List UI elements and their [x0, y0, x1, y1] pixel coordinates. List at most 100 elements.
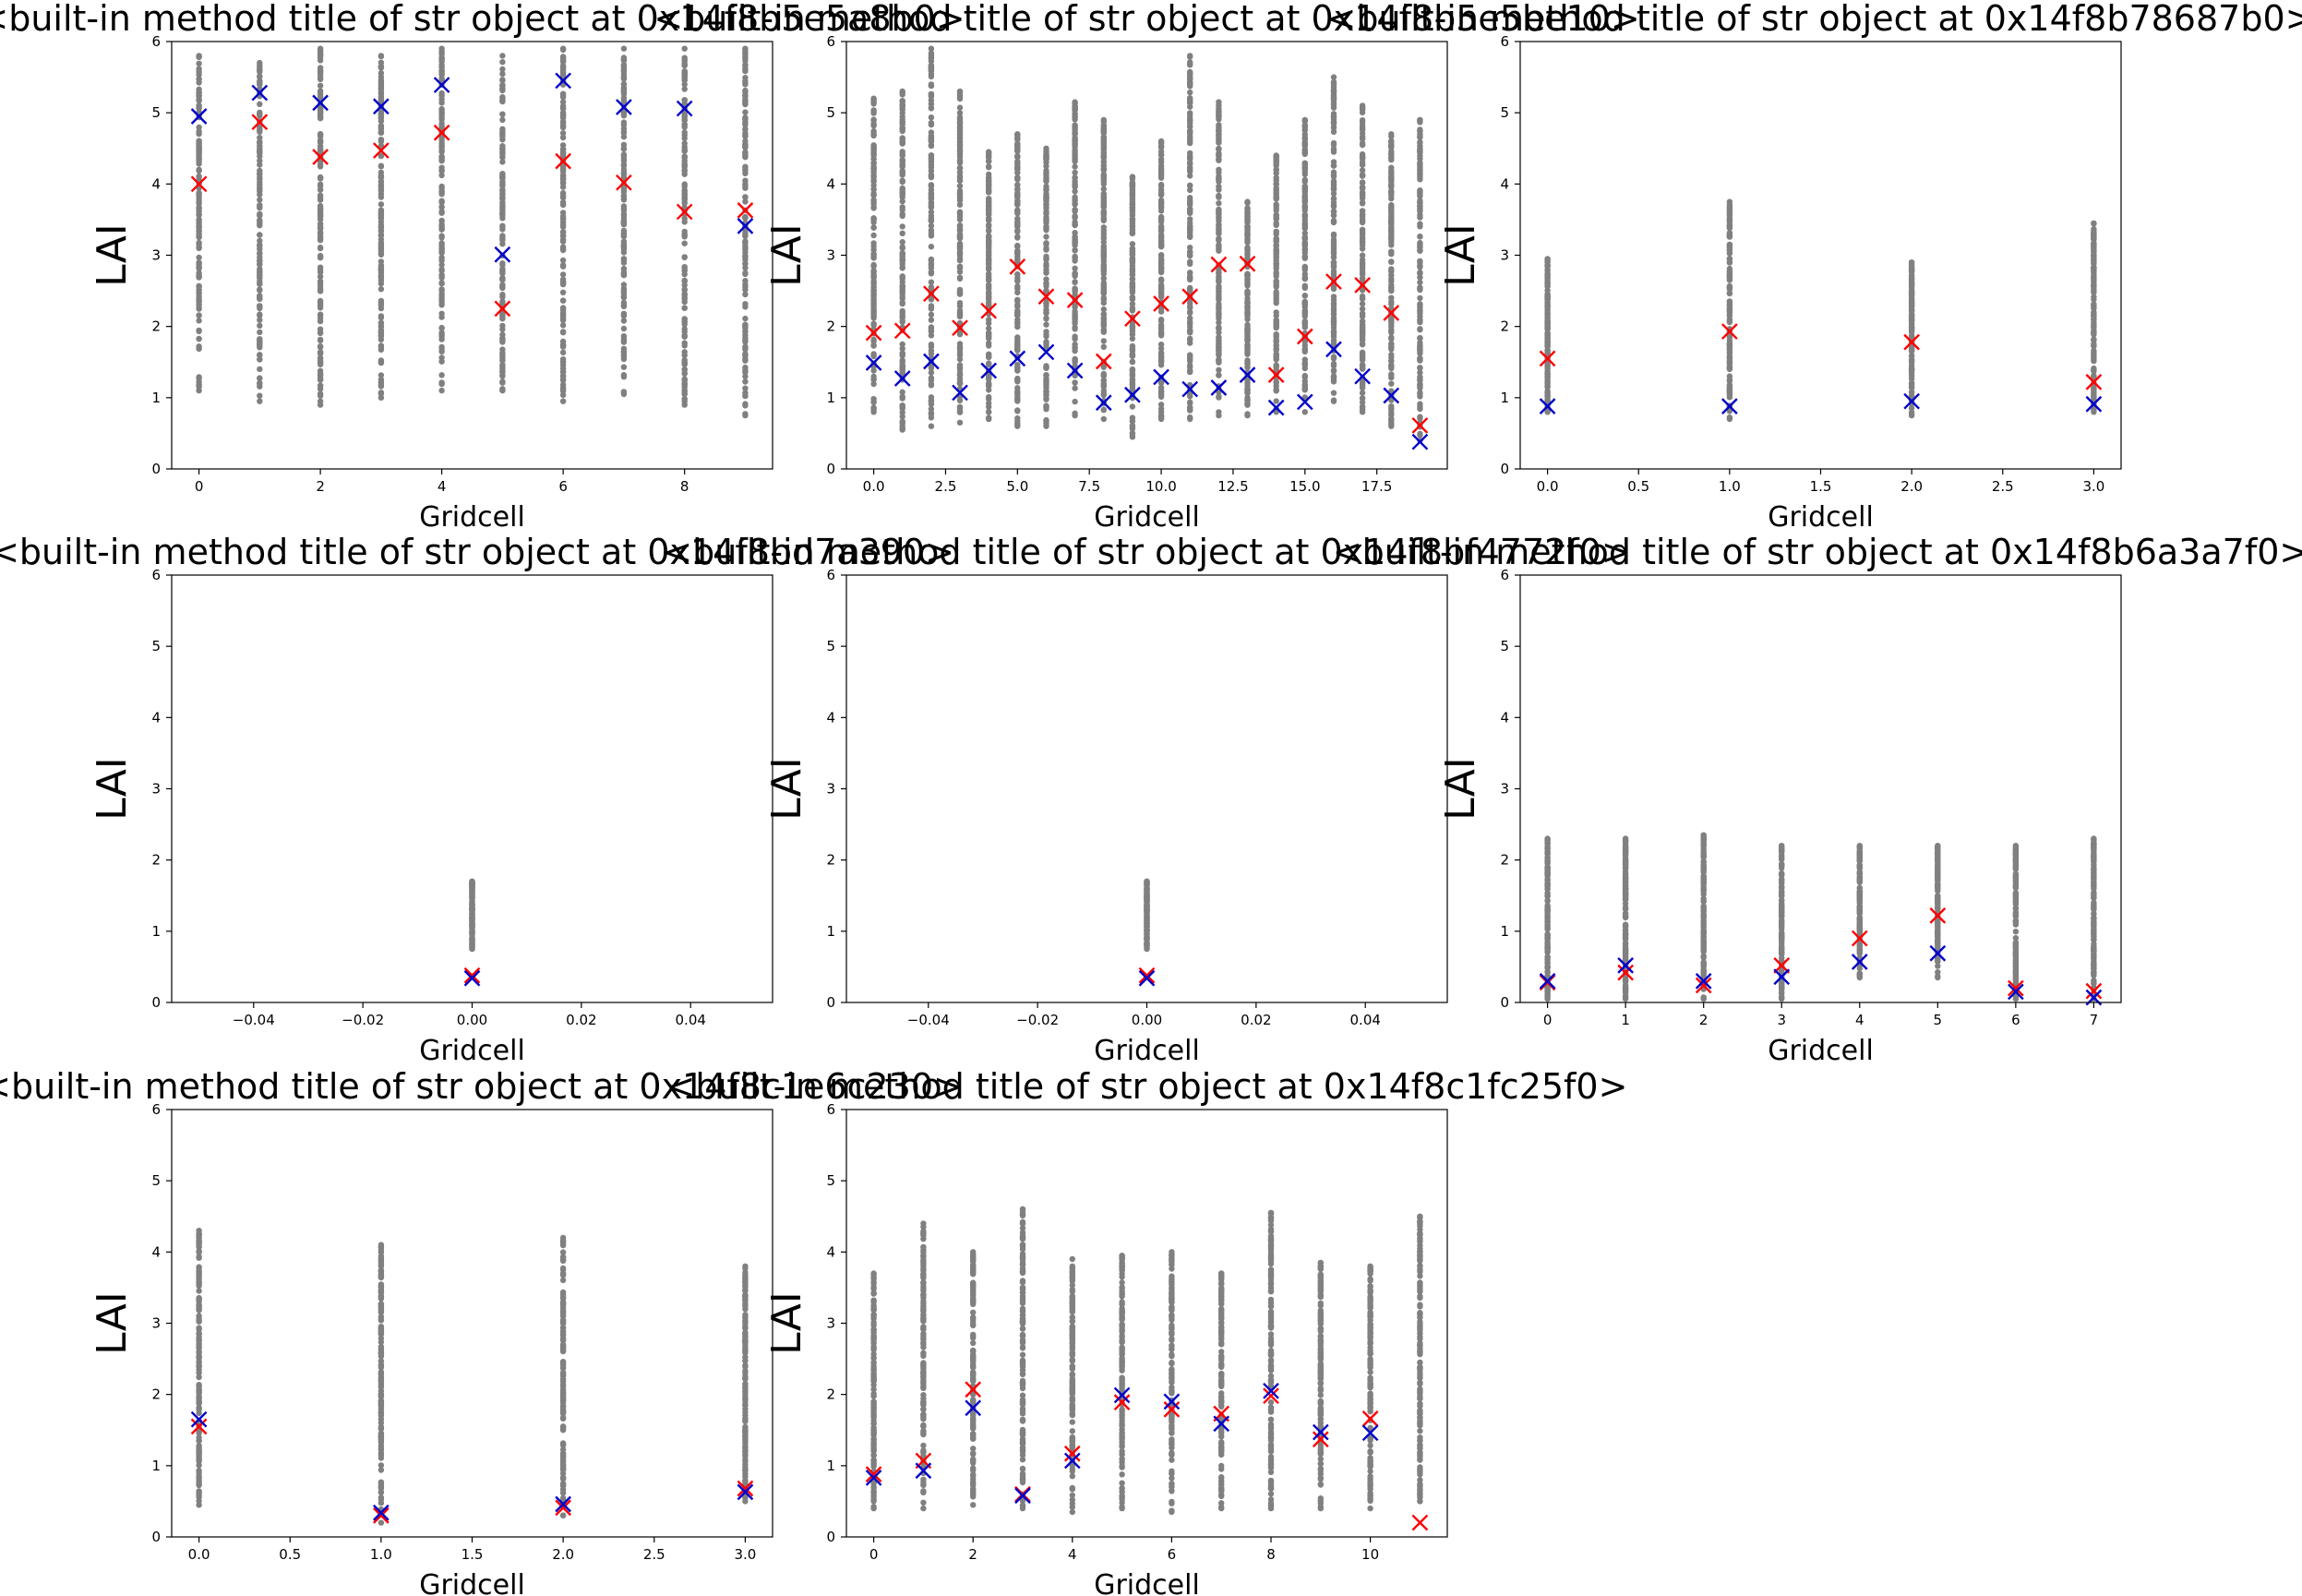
- raw-point: [438, 261, 445, 269]
- raw-point: [956, 235, 964, 242]
- x-tick-label: 0.0: [1537, 478, 1559, 495]
- x-tick-label: 2.5: [1992, 478, 2014, 495]
- raw-point: [1014, 131, 1021, 138]
- raw-point: [2091, 329, 2097, 336]
- raw-point: [499, 322, 506, 330]
- raw-point: [317, 82, 324, 90]
- raw-point: [196, 231, 202, 237]
- raw-point: [196, 259, 202, 267]
- raw-point: [986, 403, 992, 410]
- raw-point: [1187, 232, 1193, 239]
- raw-point: [257, 287, 263, 294]
- raw-point: [956, 157, 964, 163]
- x-tick-label: 17.5: [1361, 478, 1392, 495]
- raw-point: [742, 132, 749, 139]
- raw-point: [928, 311, 935, 318]
- raw-point: [1544, 280, 1551, 287]
- raw-point: [620, 256, 628, 262]
- raw-point: [1216, 334, 1222, 342]
- raw-point: [1417, 327, 1423, 333]
- x-tick-label: 2.5: [935, 478, 957, 495]
- y-tick-label: 3: [1500, 247, 1509, 264]
- x-tick-label: 6: [558, 478, 568, 495]
- raw-point: [559, 343, 567, 350]
- raw-point: [317, 376, 324, 383]
- raw-point: [499, 150, 506, 158]
- raw-point: [499, 331, 506, 338]
- raw-point: [620, 45, 628, 52]
- raw-point: [928, 216, 935, 223]
- raw-point: [1273, 312, 1279, 319]
- raw-point: [1100, 256, 1108, 263]
- raw-point: [928, 244, 935, 250]
- raw-point: [681, 278, 688, 284]
- raw-point: [1273, 379, 1279, 386]
- raw-point: [1330, 125, 1337, 131]
- raw-point: [1726, 231, 1733, 237]
- raw-point: [1544, 256, 1551, 262]
- raw-point: [438, 62, 445, 68]
- raw-point: [499, 183, 506, 189]
- raw-point: [196, 335, 202, 342]
- raw-point: [499, 77, 506, 84]
- raw-point: [899, 125, 905, 132]
- raw-point: [899, 409, 905, 416]
- raw-point: [928, 73, 935, 80]
- raw-point: [870, 243, 877, 250]
- raw-point: [559, 213, 567, 220]
- raw-point: [986, 205, 992, 211]
- raw-point: [1129, 358, 1136, 365]
- raw-point: [2091, 289, 2097, 295]
- raw-point: [1273, 265, 1279, 272]
- raw-point: [438, 387, 445, 394]
- raw-point: [1043, 145, 1049, 151]
- raw-point: [956, 187, 964, 194]
- raw-point: [317, 359, 324, 366]
- raw-point: [620, 230, 628, 237]
- raw-point: [196, 302, 202, 308]
- raw-point: [1330, 80, 1337, 87]
- raw-point: [986, 164, 992, 171]
- raw-point: [742, 346, 749, 353]
- raw-point: [1388, 154, 1395, 161]
- raw-point: [1359, 395, 1366, 402]
- raw-point: [742, 214, 749, 221]
- raw-point: [742, 142, 749, 149]
- raw-point: [559, 263, 567, 270]
- raw-point: [1100, 263, 1108, 270]
- raw-point: [620, 141, 628, 148]
- raw-point: [1388, 406, 1395, 413]
- raw-point: [1359, 350, 1366, 356]
- raw-point: [986, 331, 992, 338]
- raw-point: [1388, 192, 1395, 198]
- raw-point: [1359, 403, 1366, 410]
- raw-point: [1157, 191, 1165, 198]
- raw-point: [1273, 152, 1279, 159]
- raw-point: [1216, 116, 1222, 123]
- raw-point: [1014, 423, 1021, 429]
- raw-point: [1043, 246, 1049, 253]
- raw-point: [1544, 409, 1551, 415]
- raw-point: [1330, 373, 1337, 379]
- raw-point: [1014, 298, 1021, 305]
- raw-point: [378, 215, 385, 222]
- raw-point: [499, 174, 506, 181]
- raw-point: [1157, 342, 1165, 348]
- raw-point: [870, 148, 877, 154]
- raw-point: [317, 280, 324, 286]
- raw-point: [1187, 195, 1193, 201]
- raw-point: [870, 95, 877, 102]
- raw-point: [1301, 385, 1309, 392]
- raw-point: [742, 57, 749, 64]
- raw-point: [928, 204, 935, 210]
- raw-point: [1072, 336, 1078, 342]
- raw-point: [1216, 247, 1222, 254]
- raw-point: [1129, 331, 1136, 338]
- raw-point: [378, 333, 385, 340]
- raw-point: [956, 148, 964, 155]
- raw-point: [1014, 278, 1021, 284]
- raw-point: [956, 289, 964, 295]
- raw-point: [681, 129, 688, 136]
- raw-point: [928, 81, 935, 88]
- raw-point: [620, 174, 628, 181]
